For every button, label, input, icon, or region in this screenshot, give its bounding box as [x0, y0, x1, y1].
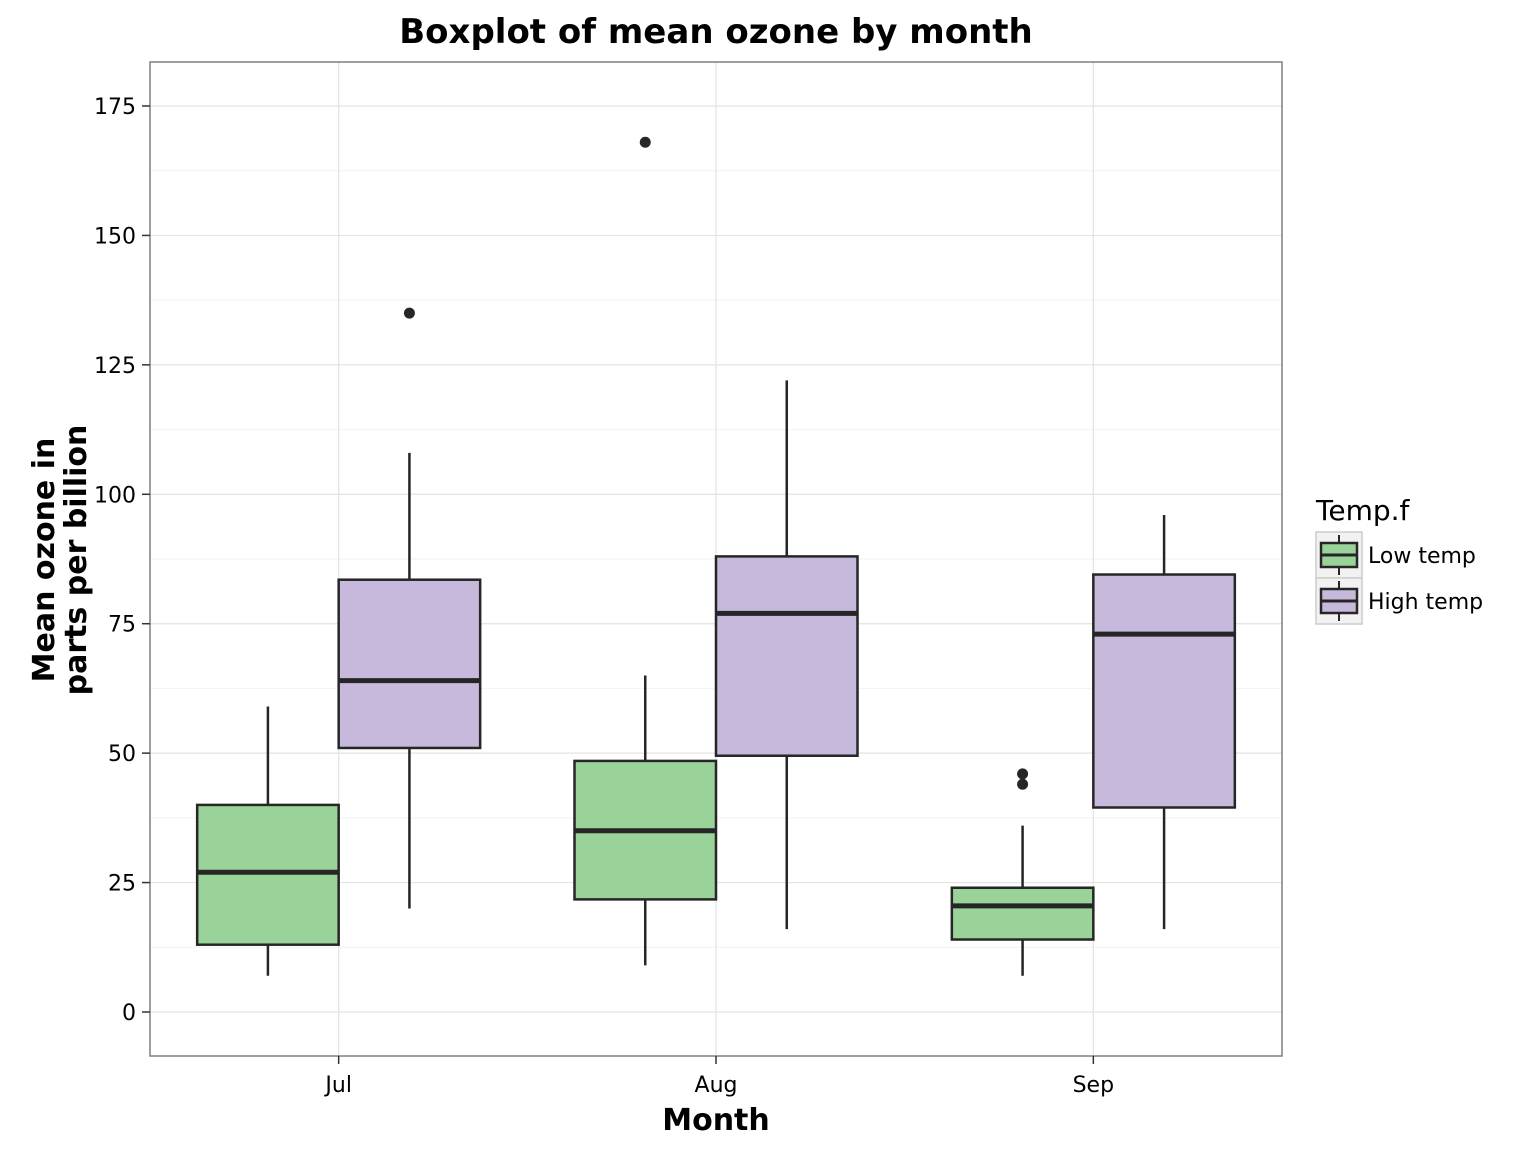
y-axis-title-line-2: parts per billion: [59, 425, 94, 696]
y-tick-label: 50: [108, 742, 136, 767]
outlier-point: [403, 307, 415, 319]
plot-panel: [149, 61, 1283, 1057]
y-axis-title-line-1: Mean ozone in: [27, 438, 62, 683]
box-low-temp-sep: [950, 768, 1095, 976]
box-iqr: [714, 555, 859, 757]
legend-label: Low temp: [1368, 544, 1476, 569]
outlier-point: [1017, 768, 1029, 780]
x-tick-label: Aug: [695, 1073, 738, 1098]
legend-title: Temp.f: [1315, 494, 1411, 527]
y-tick-label: 125: [94, 354, 136, 379]
y-tick-label: 75: [108, 613, 136, 638]
y-tick-label: 150: [94, 224, 136, 249]
y-tick-label: 100: [94, 483, 136, 508]
x-axis: Jul Aug Sep: [323, 1056, 1114, 1098]
box-iqr: [337, 578, 482, 750]
x-tick-label: Jul: [323, 1073, 352, 1098]
legend-item-high-temp: High temp: [1315, 577, 1483, 625]
box-iqr: [1092, 573, 1237, 809]
y-tick-label: 25: [108, 872, 136, 897]
y-axis: 0 25 50 75 100 125 150 175: [94, 95, 150, 1026]
box-low-temp-jul: [195, 706, 340, 976]
x-tick-label: Sep: [1073, 1073, 1114, 1098]
y-tick-label: 0: [122, 1001, 136, 1026]
box-high-temp-aug: [714, 380, 859, 930]
box-iqr: [195, 803, 340, 946]
outlier-point: [639, 136, 651, 148]
chart-title: Boxplot of mean ozone by month: [399, 12, 1033, 52]
box-iqr: [950, 886, 1095, 941]
legend: Temp.f Low temp High temp: [1315, 494, 1483, 625]
x-axis-title: Month: [662, 1103, 770, 1138]
box-high-temp-sep: [1092, 514, 1237, 930]
legend-item-low-temp: Low temp: [1315, 531, 1476, 579]
box-low-temp-aug: [573, 136, 718, 966]
box-high-temp-jul: [337, 307, 482, 909]
legend-label: High temp: [1368, 590, 1483, 615]
y-tick-label: 175: [94, 95, 136, 120]
outlier-point: [1017, 778, 1029, 790]
